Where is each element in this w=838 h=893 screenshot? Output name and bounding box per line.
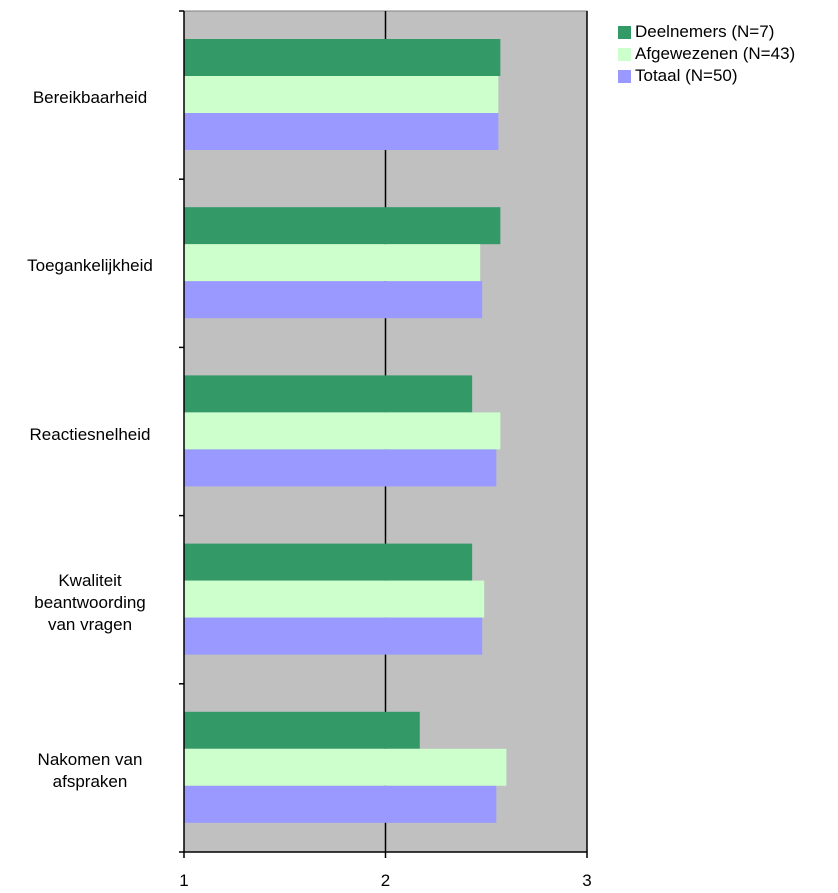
- bar-1-series-1: [184, 39, 501, 76]
- legend-swatch-deelnemers: [618, 25, 631, 39]
- bar-4-series-2: [184, 580, 485, 618]
- legend-item-deelnemers: Deelnemers (N=7): [618, 21, 795, 43]
- bar-1-series-3: [184, 113, 499, 150]
- bar-4-series-3: [184, 617, 483, 655]
- legend-item-totaal: Totaal (N=50): [618, 65, 795, 87]
- bar-5-series-2: [184, 748, 507, 786]
- bar-2-series-3: [184, 281, 483, 319]
- category-label-4-line-3: van vragen: [47, 614, 133, 634]
- x-tick-label-1: 1: [179, 871, 188, 890]
- category-label-4-line-1: Kwaliteit: [58, 570, 122, 590]
- bar-5-series-3: [184, 785, 497, 823]
- bar-3-series-1: [184, 375, 473, 413]
- category-label-4-line-2: beantwoording: [34, 592, 146, 612]
- category-label-3-line-1: Reactiesnelheid: [29, 424, 151, 444]
- legend-swatch-afgewezenen: [618, 47, 631, 61]
- legend: Deelnemers (N=7) Afgewezenen (N=43) Tota…: [618, 21, 795, 87]
- bar-4-series-1: [184, 543, 473, 581]
- bar-1-series-2: [184, 76, 499, 113]
- legend-item-afgewezenen: Afgewezenen (N=43): [618, 43, 795, 65]
- x-tick-label-2: 2: [381, 871, 390, 890]
- legend-label-totaal: Totaal (N=50): [635, 66, 738, 85]
- category-label-1-line-1: Bereikbaarheid: [32, 88, 148, 108]
- legend-label-deelnemers: Deelnemers (N=7): [635, 22, 775, 41]
- bar-5-series-1: [184, 711, 420, 749]
- category-label-5-line-1: Nakomen van: [37, 749, 143, 769]
- category-label-4: Kwaliteit beantwoording van vragen: [5, 570, 175, 636]
- category-label-1: Bereikbaarheid: [5, 87, 175, 109]
- bar-3-series-2: [184, 412, 501, 450]
- bar-2-series-2: [184, 244, 481, 282]
- category-label-2: Toegankelijkheid: [5, 255, 175, 277]
- bar-2-series-1: [184, 207, 501, 245]
- category-label-5-line-2: afspraken: [52, 771, 128, 791]
- category-label-3: Reactiesnelheid: [5, 424, 175, 446]
- x-tick-label-3: 3: [582, 871, 591, 890]
- legend-swatch-totaal: [618, 69, 631, 83]
- category-label-2-line-1: Toegankelijkheid: [27, 256, 153, 276]
- category-label-5: Nakomen van afspraken: [5, 749, 175, 793]
- bar-3-series-3: [184, 449, 497, 487]
- legend-label-afgewezenen: Afgewezenen (N=43): [635, 44, 796, 63]
